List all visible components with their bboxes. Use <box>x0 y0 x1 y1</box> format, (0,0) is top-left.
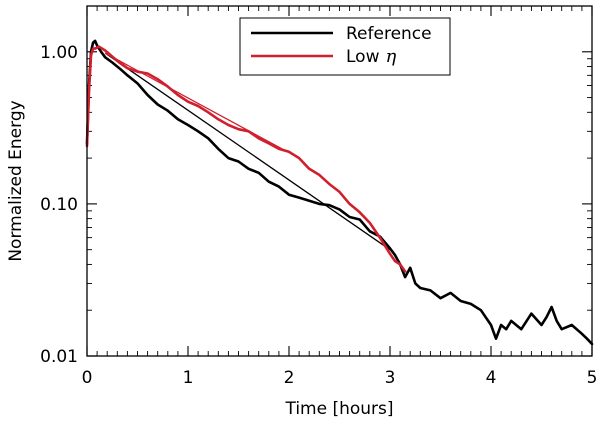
x-tick-label: 1 <box>183 368 194 388</box>
plot-frame <box>86 5 593 357</box>
legend-label-reference: Reference <box>346 24 432 44</box>
series-line-low <box>85 45 407 273</box>
y-axis-label: Normalized Energy <box>6 100 26 261</box>
legend-label-eta-symbol: η <box>385 46 396 67</box>
legend-label-low-eta: Low η <box>346 46 396 67</box>
x-axis-label: Time [hours] <box>284 399 393 419</box>
legend: Reference Low η <box>239 17 451 76</box>
x-tick-label: 4 <box>486 368 497 388</box>
legend-box <box>239 17 451 76</box>
x-tick-label: 2 <box>284 368 295 388</box>
x-tick-label: 0 <box>82 368 93 388</box>
legend-label-low: Low <box>346 47 380 67</box>
y-tick-label: 0.01 <box>40 347 78 367</box>
axis-ticks <box>86 5 593 357</box>
series-lines <box>85 39 594 346</box>
series-line-reference <box>85 39 594 346</box>
x-tick-label: 5 <box>587 368 598 388</box>
x-tick-label: 3 <box>385 368 396 388</box>
tick-labels: 0 1 2 3 4 5 0.01 0.10 1.00 <box>40 43 597 388</box>
y-tick-label: 1.00 <box>40 43 78 63</box>
y-tick-label: 0.10 <box>40 195 78 215</box>
fit-line-reference <box>104 52 391 251</box>
